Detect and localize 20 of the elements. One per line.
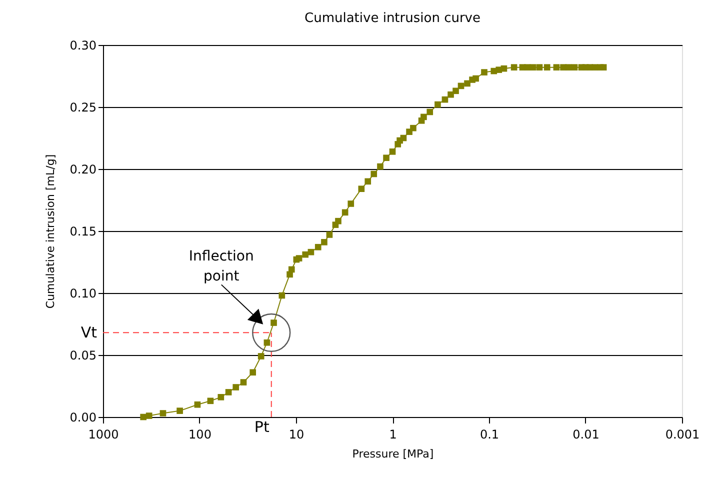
ref-line-label: Vt: [80, 324, 98, 342]
chart-title: Cumulative intrusion curve: [304, 11, 480, 26]
x-tick-label: 0.001: [665, 428, 700, 442]
y-tick-label: 0.25: [70, 100, 96, 114]
y-tick-label: 0.30: [70, 38, 96, 52]
y-tick-label: 0.10: [70, 286, 96, 300]
annotation: Inflection point: [188, 248, 254, 285]
y-axis-title: Cumulative intrusion [mL/g]: [44, 154, 57, 309]
y-tick-label: 0.15: [70, 224, 96, 238]
x-tick-label: 1000: [88, 428, 119, 442]
y-tick-label: 0.05: [70, 348, 96, 362]
y-tick-label: 0.00: [70, 410, 96, 424]
x-tick-label: 0.01: [572, 428, 600, 442]
x-tick-label: 10: [288, 428, 304, 442]
x-tick-label: 1: [389, 428, 397, 442]
x-tick-label: 100: [188, 428, 212, 442]
x-tick-label: 0.1: [480, 428, 500, 442]
ref-line-label: Pt: [254, 418, 270, 436]
x-axis-title: Pressure [MPa]: [352, 448, 434, 460]
y-tick-label: 0.20: [70, 162, 96, 176]
